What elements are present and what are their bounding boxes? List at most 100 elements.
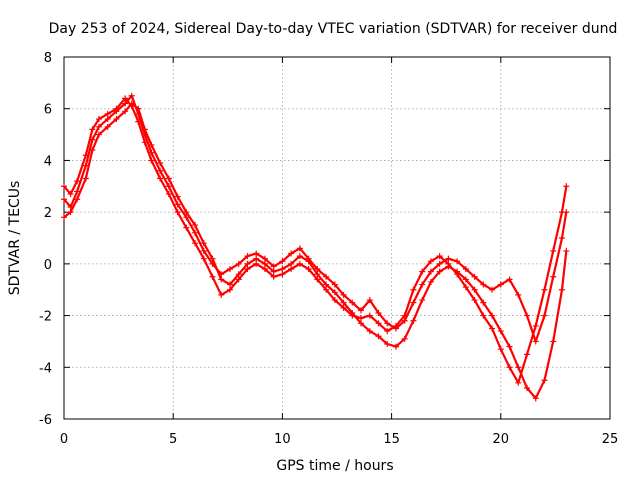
data-point xyxy=(419,297,426,304)
data-point xyxy=(550,338,557,345)
data-point xyxy=(192,240,199,247)
series-track-3 xyxy=(61,95,570,386)
data-point xyxy=(480,299,487,306)
data-point xyxy=(128,92,135,99)
axis-ticks: 0 5 10 15 20 25 -6 -4 -2 0 2 4 6 8 xyxy=(39,51,618,447)
data-point xyxy=(366,297,373,304)
data-point xyxy=(261,260,268,267)
data-point xyxy=(288,250,295,257)
data-point xyxy=(226,286,233,293)
data-point xyxy=(157,160,164,167)
data-point xyxy=(384,341,391,348)
data-point xyxy=(340,299,347,306)
data-point xyxy=(436,260,443,267)
data-point xyxy=(410,286,417,293)
data-point xyxy=(192,229,199,236)
data-point xyxy=(392,343,399,350)
data-point xyxy=(392,322,399,329)
data-point xyxy=(183,209,190,216)
data-point xyxy=(323,281,330,288)
data-point xyxy=(157,167,164,174)
data-point xyxy=(358,307,365,314)
data-point xyxy=(489,312,496,319)
data-point xyxy=(74,188,81,195)
x-tick-label: 20 xyxy=(493,432,510,447)
data-point xyxy=(506,364,513,371)
x-tick-label: 0 xyxy=(60,432,68,447)
data-point xyxy=(550,247,557,254)
data-point xyxy=(314,266,321,273)
y-tick-label: 0 xyxy=(44,258,52,273)
data-point xyxy=(95,116,102,123)
data-point xyxy=(174,201,181,208)
series-line xyxy=(63,102,568,400)
data-point xyxy=(506,343,513,350)
data-point xyxy=(384,320,391,327)
data-point xyxy=(141,139,148,146)
data-point xyxy=(148,157,155,164)
data-point xyxy=(558,286,565,293)
data-point xyxy=(61,214,67,221)
data-point xyxy=(524,351,531,358)
data-point xyxy=(384,328,391,335)
data-point xyxy=(82,175,89,182)
data-point xyxy=(305,266,312,273)
data-point xyxy=(270,268,277,275)
data-point xyxy=(436,268,443,275)
series-track-1 xyxy=(61,92,570,345)
data-point xyxy=(358,320,365,327)
grid xyxy=(64,57,610,419)
data-point xyxy=(497,328,504,335)
data-point xyxy=(141,126,148,133)
data-point xyxy=(279,266,286,273)
data-point xyxy=(296,245,303,252)
data-point xyxy=(61,196,67,203)
data-point xyxy=(270,273,277,280)
data-point xyxy=(445,255,452,262)
data-point xyxy=(244,260,251,267)
data-point xyxy=(174,209,181,216)
data-point xyxy=(401,312,408,319)
x-tick-label: 15 xyxy=(383,432,400,447)
data-point xyxy=(67,209,74,216)
data-point xyxy=(288,266,295,273)
data-point xyxy=(401,335,408,342)
x-tick-label: 10 xyxy=(274,432,291,447)
data-point xyxy=(480,281,487,288)
data-point xyxy=(419,268,426,275)
data-point xyxy=(113,116,120,123)
y-tick-label: 2 xyxy=(44,206,52,221)
data-point xyxy=(436,253,443,260)
data-point xyxy=(349,312,356,319)
data-point xyxy=(296,260,303,267)
data-point xyxy=(165,175,172,182)
data-point xyxy=(183,214,190,221)
data-point xyxy=(515,364,522,371)
data-point xyxy=(471,273,478,280)
y-tick-label: 8 xyxy=(44,51,52,66)
data-point xyxy=(410,317,417,324)
data-point xyxy=(375,333,382,340)
data-point xyxy=(471,297,478,304)
data-point xyxy=(165,191,172,198)
data-point xyxy=(235,260,242,267)
data-point xyxy=(349,299,356,306)
data-point xyxy=(122,100,129,107)
data-point xyxy=(200,240,207,247)
y-tick-label: -6 xyxy=(39,413,52,428)
data-point xyxy=(497,346,504,353)
data-point xyxy=(532,395,539,402)
data-point xyxy=(480,312,487,319)
data-point xyxy=(462,276,469,283)
data-point xyxy=(218,276,225,283)
x-tick-label: 5 xyxy=(169,432,177,447)
data-point xyxy=(410,299,417,306)
data-point xyxy=(323,286,330,293)
data-point xyxy=(209,273,216,280)
data-point xyxy=(192,222,199,229)
data-point xyxy=(270,263,277,270)
data-point xyxy=(104,123,111,130)
data-point xyxy=(563,183,570,190)
data-point xyxy=(244,253,251,260)
data-point xyxy=(261,266,268,273)
